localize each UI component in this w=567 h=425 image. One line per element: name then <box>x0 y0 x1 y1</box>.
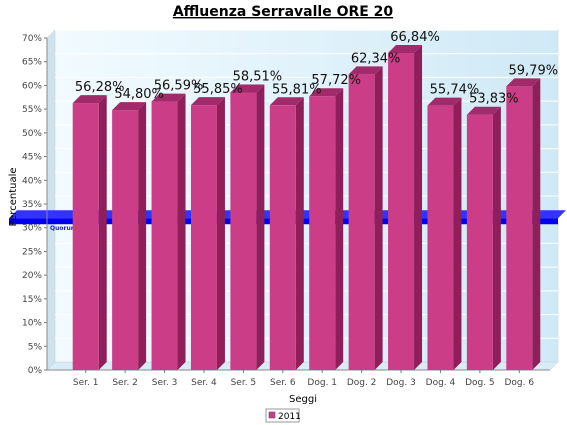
bar-top <box>388 44 423 53</box>
y-tick-label: 60% <box>22 81 42 91</box>
data-label: 55,74% <box>430 83 480 98</box>
legend: 2011 <box>265 408 301 423</box>
x-tick-label: Dog. 4 <box>426 378 456 388</box>
data-label: 54,80% <box>114 87 164 102</box>
x-tick-label: Ser. 5 <box>231 378 257 388</box>
bar-side <box>295 97 304 370</box>
bar-front <box>388 52 415 370</box>
chart-title: Affluenza Serravalle ORE 20 <box>173 4 394 20</box>
x-tick-label: Dog. 6 <box>504 378 534 388</box>
bar-front <box>151 101 178 370</box>
bar <box>269 97 304 370</box>
bar-top <box>112 102 147 111</box>
bar-top <box>72 95 107 104</box>
bar-top <box>309 88 344 97</box>
bar-front <box>72 103 99 371</box>
bar-top <box>348 66 383 75</box>
legend-label: 2011 <box>278 412 301 422</box>
bar-side <box>256 84 265 371</box>
data-label: 53,83% <box>469 92 519 107</box>
bar-front <box>269 105 296 370</box>
data-label: 57,72% <box>311 73 361 88</box>
bar-side <box>414 44 423 370</box>
x-tick-label: Ser. 2 <box>112 378 138 388</box>
y-tick-label: 35% <box>22 200 42 210</box>
x-axis: Ser. 1 Ser. 2 Ser. 3 Ser. 4 Ser. 5 Ser. 6 Dog.… <box>47 369 550 388</box>
bar-top <box>230 84 265 93</box>
bar-top <box>427 97 462 106</box>
y-tick-label: 5% <box>28 342 43 352</box>
x-axis-title: Seggi <box>289 394 317 405</box>
bar <box>388 44 423 370</box>
x-tick-label: Dog. 1 <box>307 378 337 388</box>
bar-front <box>309 96 336 371</box>
bar-side <box>335 88 344 371</box>
data-label: 55,85% <box>193 82 243 97</box>
bar-side <box>216 97 225 371</box>
bar-front <box>427 105 454 370</box>
bar <box>466 106 501 370</box>
y-tick-label: 50% <box>22 129 42 139</box>
bar-top <box>151 93 186 102</box>
bar-side <box>98 95 107 371</box>
x-tick-label: Ser. 3 <box>152 378 178 388</box>
legend-swatch <box>268 411 276 419</box>
x-tick-label: Dog. 2 <box>347 378 377 388</box>
data-label: 55,81% <box>272 82 322 97</box>
y-tick-label: 25% <box>22 247 42 257</box>
x-tick-label: Ser. 1 <box>73 378 99 388</box>
bar <box>72 95 107 371</box>
data-label: 56,59% <box>154 79 204 94</box>
bar-side <box>532 78 541 371</box>
plot-left-wall <box>46 29 56 371</box>
y-tick-label: 30% <box>22 224 42 234</box>
bar <box>348 66 383 370</box>
y-tick-label: 40% <box>22 176 42 186</box>
bar <box>151 93 186 370</box>
y-tick-label: 55% <box>22 105 42 115</box>
x-tick-label: Ser. 4 <box>191 378 217 388</box>
y-tick-label: 15% <box>22 295 42 305</box>
bar-front <box>230 92 257 371</box>
data-label: 56,28% <box>75 80 125 95</box>
bar <box>427 97 462 370</box>
y-tick-label: 70% <box>22 34 42 44</box>
y-tick-label: 0% <box>28 366 43 376</box>
y-tick-label: 10% <box>22 319 42 329</box>
bar-front <box>190 105 217 371</box>
bar-top <box>269 97 304 106</box>
bar-side <box>492 106 501 370</box>
y-axis-title: Percentuale <box>8 167 19 226</box>
bar-front <box>348 74 375 370</box>
bar <box>230 84 265 371</box>
bar <box>309 88 344 371</box>
x-tick-label: Ser. 6 <box>270 378 296 388</box>
bar-side <box>177 93 186 370</box>
bar-side <box>453 97 462 370</box>
bars <box>72 44 541 371</box>
y-tick-label: 20% <box>22 271 42 281</box>
data-label: 58,51% <box>233 69 283 84</box>
bar-front <box>466 114 493 370</box>
bar <box>506 78 541 371</box>
bar-top <box>506 78 541 87</box>
data-label: 66,84% <box>390 30 440 45</box>
bar-side <box>374 66 383 370</box>
data-label: 59,79% <box>509 63 559 78</box>
x-tick-label: Dog. 3 <box>386 378 416 388</box>
bar <box>190 97 225 371</box>
bar-side <box>138 102 147 370</box>
x-tick-label: Dog. 5 <box>465 378 495 388</box>
data-label: 62,34% <box>351 51 401 66</box>
bar-front <box>506 86 533 371</box>
bar <box>112 102 147 370</box>
y-axis: 0% 5% 10% 15% 20% 25% 30% 35% 40% 45% 50% 55% 60% 65%… <box>22 34 48 376</box>
bar-top <box>466 106 501 115</box>
data-labels: 56,28%54,80%56,59%55,85%58,51%55,81%57,7… <box>75 30 558 107</box>
bar-front <box>112 110 139 370</box>
y-tick-label: 65% <box>22 58 42 68</box>
y-tick-label: 45% <box>22 153 42 163</box>
bar-top <box>190 97 225 106</box>
